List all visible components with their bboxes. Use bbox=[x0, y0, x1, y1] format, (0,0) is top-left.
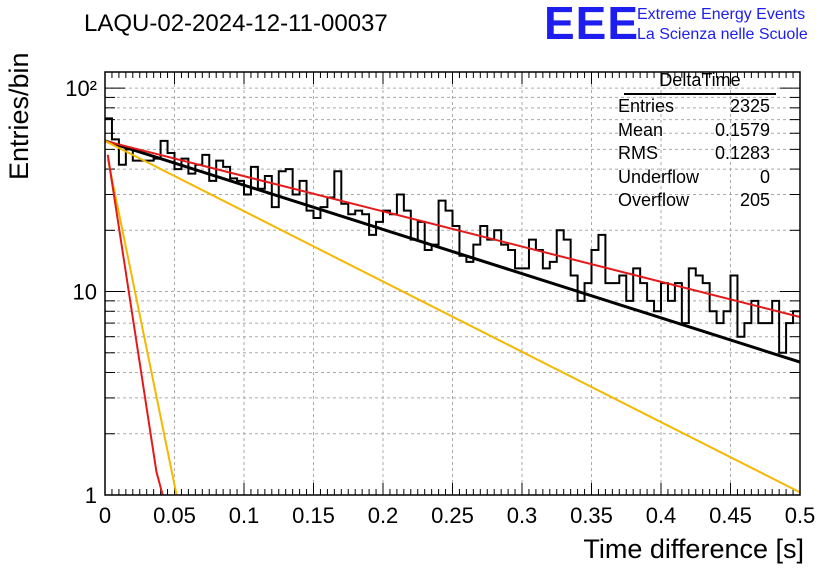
stats-title: DeltaTime bbox=[624, 70, 776, 95]
stats-value: 205 bbox=[739, 190, 770, 210]
x-tick-label: 0.25 bbox=[431, 503, 474, 528]
y-tick-label: 10 bbox=[73, 280, 97, 305]
fit-curve-fast-yellow bbox=[106, 158, 178, 496]
histogram-outline bbox=[105, 117, 800, 354]
x-tick-label: 0.4 bbox=[646, 503, 677, 528]
stats-row-overflow: Overflow 205 bbox=[612, 189, 776, 213]
eee-logo-line1: Extreme Energy Events bbox=[637, 6, 806, 23]
x-tick-label: 0.05 bbox=[153, 503, 196, 528]
stats-label: RMS bbox=[618, 143, 658, 163]
x-tick-label: 0.45 bbox=[709, 503, 752, 528]
x-tick-label: 0.35 bbox=[570, 503, 613, 528]
stats-label: Underflow bbox=[618, 166, 700, 187]
stats-row-underflow: Underflow 0 bbox=[612, 166, 776, 190]
eee-logo-line2: La Scienza nelle Scuole bbox=[637, 26, 808, 43]
y-tick-label: 1 bbox=[85, 483, 97, 508]
axis-ticks bbox=[104, 72, 801, 496]
stats-row-rms: RMS 0.1283 bbox=[612, 142, 776, 166]
y-axis-label: Entries/bin bbox=[4, 52, 34, 180]
fit-curve-slow bbox=[104, 139, 801, 318]
grid bbox=[104, 72, 801, 496]
stats-row-entries: Entries 2325 bbox=[612, 95, 776, 119]
x-tick-label: 0.2 bbox=[368, 503, 399, 528]
fit-curve-medium bbox=[104, 140, 801, 494]
plot-frame bbox=[104, 71, 801, 496]
x-tick-label: 0.3 bbox=[507, 503, 538, 528]
eee-logo-mark: EEE bbox=[544, 0, 640, 49]
x-tick-label: 0 bbox=[99, 503, 111, 528]
stats-value: 0 bbox=[759, 166, 770, 187]
x-tick-label: 0.1 bbox=[229, 503, 260, 528]
y-tick-labels: 1 10 10² bbox=[65, 76, 97, 508]
x-tick-labels: 0 0.05 0.1 0.15 0.2 0.25 0.3 0.35 0.4 0.45 0.5 bbox=[99, 503, 815, 528]
x-axis-label: Time difference [s] bbox=[583, 534, 804, 564]
stats-label: Entries bbox=[618, 96, 675, 116]
stats-value: 2325 bbox=[729, 96, 770, 116]
x-tick-label: 0.15 bbox=[292, 503, 335, 528]
stats-value: 0.1579 bbox=[714, 119, 770, 140]
x-tick-label: 0.5 bbox=[785, 503, 816, 528]
stats-value: 0.1283 bbox=[714, 143, 770, 163]
stats-box: DeltaTime Entries 2325 Mean 0.1579 RMS 0… bbox=[612, 70, 776, 213]
stats-label: Overflow bbox=[618, 190, 690, 210]
stats-row-mean: Mean 0.1579 bbox=[612, 119, 776, 143]
fit-curve-total bbox=[104, 139, 801, 364]
stats-label: Mean bbox=[618, 119, 664, 140]
y-tick-label: 10² bbox=[65, 76, 97, 101]
chart-title: LAQU-02-2024-12-11-00037 bbox=[84, 10, 388, 37]
fit-curves bbox=[104, 139, 801, 496]
histogram bbox=[105, 117, 800, 354]
fit-curve-fast-red bbox=[106, 154, 164, 496]
